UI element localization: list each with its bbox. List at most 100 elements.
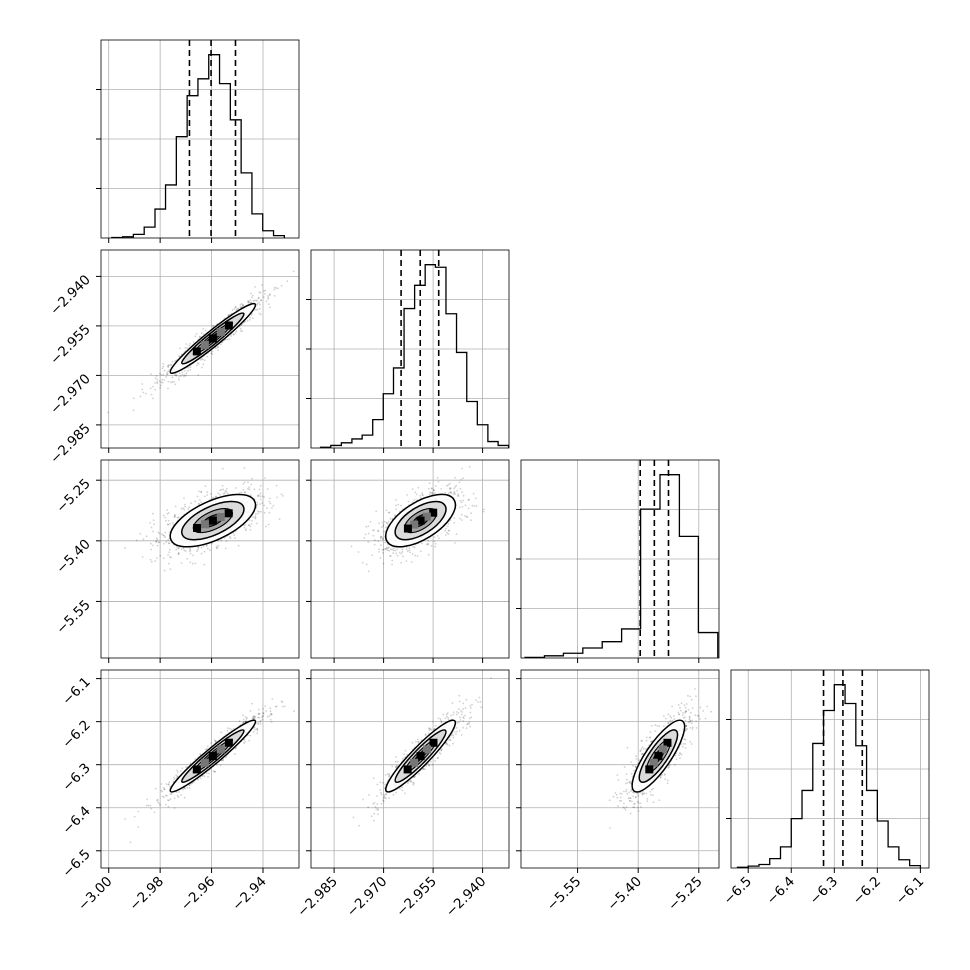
sample-point (244, 491, 247, 494)
sample-point (462, 716, 465, 719)
y-tick-label: −2.985 (47, 420, 94, 467)
sample-point (200, 490, 203, 493)
x-tick-label: −2.985 (294, 874, 341, 921)
sample-point (652, 801, 655, 804)
sample-point (462, 499, 465, 502)
sample-point (247, 524, 250, 527)
sample-point (187, 366, 190, 369)
sample-point (183, 374, 186, 376)
sample-point (173, 778, 176, 780)
density-bin (208, 516, 217, 525)
sample-point (231, 309, 234, 311)
sample-point (242, 718, 245, 721)
sample-point (397, 503, 400, 506)
sample-point (375, 808, 378, 811)
sample-point (470, 707, 472, 709)
sample-point (374, 539, 376, 541)
sample-point (170, 363, 172, 366)
sample-point (175, 374, 178, 377)
sample-point (385, 548, 388, 550)
sample-point (186, 347, 189, 349)
sample-point (395, 760, 397, 763)
sample-point (137, 810, 140, 813)
sample-point (171, 381, 174, 383)
density-bin (192, 347, 201, 356)
y-tick-label: −5.25 (53, 476, 94, 517)
sample-point (253, 309, 256, 311)
sample-point (141, 556, 144, 558)
sample-point (262, 714, 265, 717)
sample-point (166, 371, 169, 374)
sample-point (244, 716, 247, 718)
sample-point (461, 505, 464, 508)
sample-point (424, 768, 426, 770)
sample-point (163, 534, 166, 537)
sample-point (381, 521, 384, 524)
sample-point (165, 541, 168, 544)
sample-point (240, 330, 242, 332)
sample-point (406, 550, 409, 553)
sample-point (375, 510, 378, 513)
sample-point (454, 486, 456, 488)
sample-point (255, 513, 257, 515)
sample-point (156, 380, 159, 383)
sample-point (155, 537, 158, 540)
sample-point (168, 364, 171, 366)
sample-point (234, 537, 236, 540)
sample-point (413, 782, 415, 784)
sample-point (259, 313, 262, 316)
sample-point (183, 375, 185, 378)
sample-point (198, 335, 201, 338)
sample-point (200, 552, 203, 555)
sample-point (262, 712, 265, 715)
sample-point (243, 491, 246, 494)
sample-point (234, 331, 237, 334)
sample-point (183, 497, 185, 499)
sample-point (440, 749, 442, 752)
sample-point (462, 726, 464, 729)
sample-point (202, 363, 205, 366)
x-tick-label: −2.970 (344, 874, 391, 921)
sample-point (211, 350, 214, 353)
sample-point (203, 563, 206, 566)
sample-point (252, 717, 255, 720)
sample-point (382, 796, 385, 799)
sample-point (163, 542, 165, 545)
sample-point (365, 525, 368, 528)
sample-point (255, 299, 258, 302)
sample-point (168, 542, 170, 545)
sample-point (180, 562, 183, 564)
sample-point (411, 488, 414, 490)
sample-point (157, 541, 160, 544)
sample-point (450, 714, 452, 717)
sample-point (685, 725, 688, 727)
sample-point (685, 710, 687, 712)
sample-point (217, 544, 220, 547)
sample-point (461, 519, 463, 521)
sample-point (174, 505, 177, 508)
sample-point (159, 372, 161, 375)
sample-point (174, 513, 176, 516)
sample-point (191, 562, 194, 565)
sample-point (420, 542, 423, 545)
sample-point (170, 381, 172, 384)
sample-point (261, 284, 263, 286)
sample-point (248, 488, 251, 491)
sample-point (381, 536, 383, 539)
sample-point (440, 719, 442, 722)
sample-point (234, 306, 237, 308)
sample-point (430, 487, 433, 489)
sample-point (454, 493, 457, 495)
sample-point (239, 303, 242, 306)
sample-point (259, 303, 261, 306)
y-tick-label: −6.3 (59, 760, 93, 794)
sample-point (251, 702, 253, 705)
sample-point (268, 500, 271, 503)
sample-point (192, 341, 195, 343)
sample-point (162, 534, 165, 537)
sample-point (250, 314, 253, 316)
sample-point (434, 724, 437, 727)
sample-point (184, 370, 186, 372)
sample-point (261, 716, 263, 719)
sample-point (171, 360, 174, 363)
